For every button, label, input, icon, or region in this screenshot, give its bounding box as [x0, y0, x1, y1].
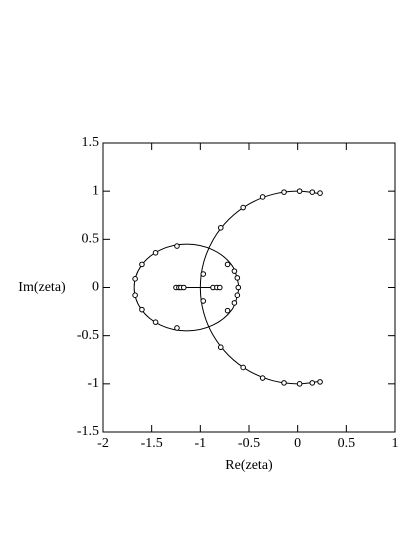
y-tick-label: -1.5: [77, 424, 99, 439]
x-tick-label: -1.5: [141, 436, 163, 451]
point: [132, 292, 138, 299]
x-tick-label: -2: [97, 436, 109, 451]
point: [174, 325, 180, 331]
point: [139, 306, 145, 313]
point: [234, 292, 241, 299]
point: [317, 379, 323, 385]
point: [224, 261, 231, 268]
point: [296, 188, 303, 194]
point: [259, 375, 266, 381]
point: [152, 250, 159, 256]
point: [281, 380, 287, 386]
curve: [133, 243, 240, 332]
point: [317, 190, 323, 196]
point: [152, 319, 159, 325]
point: [296, 381, 303, 387]
plot-frame: [102, 142, 396, 433]
point: [174, 243, 180, 249]
point: [309, 189, 316, 195]
point: [180, 284, 187, 291]
point: [235, 284, 242, 291]
point: [217, 284, 223, 291]
point: [309, 380, 316, 386]
point: [240, 204, 246, 211]
point: [231, 300, 238, 306]
y-tick-label: -1: [87, 376, 99, 391]
point: [234, 275, 241, 281]
x-axis-label: Re(zeta): [225, 458, 273, 473]
point: [259, 194, 266, 200]
y-tick-label: -0.5: [77, 328, 99, 343]
y-tick-label: 1.5: [82, 135, 100, 150]
x-tick-label: 0: [294, 436, 301, 451]
point: [139, 261, 145, 268]
point: [240, 364, 246, 371]
point: [217, 224, 224, 231]
point: [200, 298, 207, 304]
point: [281, 189, 287, 195]
point: [231, 268, 238, 274]
point: [200, 271, 207, 277]
point: [224, 307, 231, 314]
x-tick-label: 1: [392, 436, 399, 451]
y-tick-label: 1: [92, 183, 99, 198]
x-tick-label: -1: [194, 436, 206, 451]
x-tick-label: -0.5: [238, 436, 260, 451]
x-tick-label: 0.5: [338, 436, 356, 451]
y-axis-label: Im(zeta): [18, 280, 66, 295]
point: [217, 344, 224, 351]
y-tick-label: 0.5: [82, 232, 100, 247]
y-tick-label: 0: [92, 280, 99, 295]
point: [132, 276, 138, 282]
